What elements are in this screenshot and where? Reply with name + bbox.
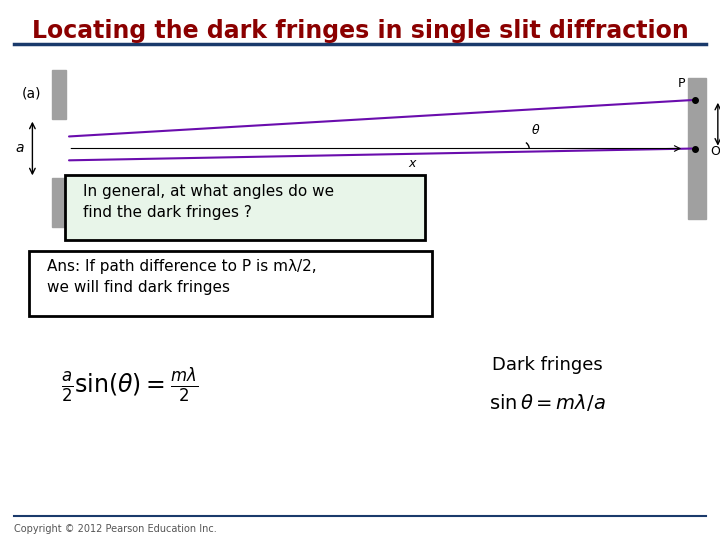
Text: P: P <box>678 77 685 90</box>
Bar <box>29 251 432 316</box>
Text: $\theta$: $\theta$ <box>531 123 541 137</box>
Text: x: x <box>408 157 416 170</box>
Bar <box>65 176 425 240</box>
Text: Locating the dark fringes in single slit diffraction: Locating the dark fringes in single slit… <box>32 19 688 43</box>
Text: $\frac{a}{2}\sin(\theta) = \frac{m\lambda}{2}$: $\frac{a}{2}\sin(\theta) = \frac{m\lambd… <box>61 367 198 406</box>
Text: In general, at what angles do we
find the dark fringes ?: In general, at what angles do we find th… <box>83 184 334 220</box>
Text: (a): (a) <box>22 86 41 100</box>
Text: Copyright © 2012 Pearson Education Inc.: Copyright © 2012 Pearson Education Inc. <box>14 524 217 534</box>
Bar <box>52 178 66 227</box>
Text: Ans: If path difference to P is mλ/2,
we will find dark fringes: Ans: If path difference to P is mλ/2, we… <box>47 259 316 295</box>
Text: $\sin\theta = m\lambda / a$: $\sin\theta = m\lambda / a$ <box>489 392 606 413</box>
Bar <box>52 70 66 119</box>
Bar <box>688 78 706 219</box>
Text: Dark fringes: Dark fringes <box>492 355 603 374</box>
Text: a: a <box>16 141 24 156</box>
Text: O: O <box>711 145 720 158</box>
